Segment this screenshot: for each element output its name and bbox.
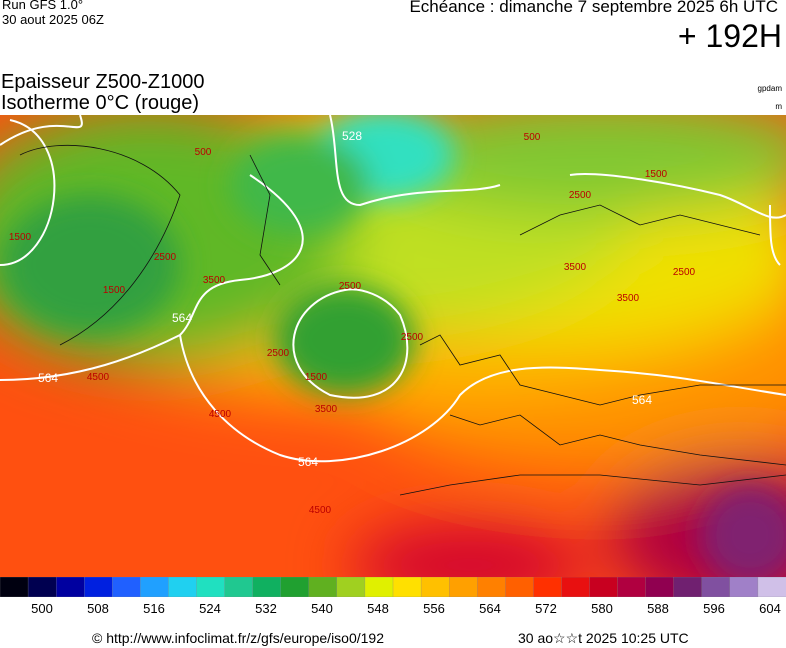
- color-swatch: [224, 577, 254, 597]
- map: 528 564 564 564 564 2500 2500 1500 3500 4500 4500 3…: [0, 115, 786, 577]
- colorbar-labels: 500 508 516 524 532 540 548 556 564 572 580 588 596 6…: [31, 601, 781, 616]
- colorbar-label: 588: [647, 601, 669, 616]
- colorbar-label: 548: [367, 601, 389, 616]
- contour-label: 4500: [87, 372, 110, 383]
- colorbar-label: 540: [311, 601, 333, 616]
- generated: 30 ao☆☆t 2025 10:25 UTC: [518, 630, 689, 646]
- subtitle: Isotherme 0°C (rouge): [1, 92, 200, 114]
- contour-label: 4500: [309, 505, 332, 516]
- colorbar-label: 500: [31, 601, 53, 616]
- run: Run GFS 1.0°: [2, 0, 84, 12]
- color-swatch: [336, 577, 366, 597]
- color-swatch: [196, 577, 226, 597]
- contour-label: 528: [342, 129, 362, 143]
- colorbar-label: 516: [143, 601, 165, 616]
- color-swatch: [84, 577, 113, 597]
- contour-label: 564: [38, 371, 58, 385]
- coastlines: [19, 145, 786, 496]
- color-swatch: [140, 577, 170, 597]
- contours: [0, 115, 786, 463]
- color-swatch: [27, 577, 57, 597]
- colorbar: [0, 577, 786, 597]
- color-swatch: [364, 577, 394, 597]
- contour-label: 564: [298, 455, 318, 469]
- colorbar-label: 532: [255, 601, 277, 616]
- run-date: 30 aout 2025 06Z: [2, 12, 104, 27]
- color-swatch: [589, 577, 619, 597]
- color-swatch: [477, 577, 506, 597]
- color-swatch: [0, 577, 29, 597]
- color-swatch: [252, 577, 282, 597]
- unit: gpdam: [757, 84, 782, 93]
- contour-label: 2500: [569, 190, 592, 201]
- contour-label: 2500: [673, 267, 696, 278]
- title: Epaisseur Z500-Z1000: [1, 71, 205, 93]
- source-url: © http://www.infoclimat.fr/z/gfs/europe/…: [92, 630, 385, 646]
- color-swatch: [308, 577, 338, 597]
- color-swatch: [757, 577, 786, 597]
- colorbar-label: 508: [87, 601, 109, 616]
- colorbar-label: 604: [759, 601, 781, 616]
- color-swatch: [280, 577, 310, 597]
- color-swatch: [561, 577, 591, 597]
- contour-label: 500: [195, 147, 212, 158]
- color-swatch: [729, 577, 759, 597]
- contour-label: 3500: [564, 262, 587, 273]
- contour-labels: 528 564 564 564 564 2500 2500 1500 3500 4500 4500 3…: [9, 129, 696, 516]
- contour-label: 2500: [401, 332, 424, 343]
- color-swatch: [112, 577, 142, 597]
- lead-time: + 192H: [677, 18, 782, 54]
- contour-label: 2500: [267, 348, 290, 359]
- color-swatch: [505, 577, 535, 597]
- color-swatch: [533, 577, 563, 597]
- contour-label: 3500: [203, 275, 226, 286]
- colorbar-label: 564: [479, 601, 501, 616]
- contour-label: 3500: [617, 293, 640, 304]
- forecast: Echéance : dimanche 7 septembre 2025 6h …: [409, 0, 778, 16]
- contour-label: 500: [524, 132, 541, 143]
- colorbar-label: 580: [591, 601, 613, 616]
- color-swatch: [420, 577, 450, 597]
- contour-label: 564: [172, 311, 192, 325]
- color-swatch: [55, 577, 85, 597]
- color-swatch: [673, 577, 703, 597]
- contour-label: 2500: [339, 281, 362, 292]
- unit: m: [775, 102, 782, 111]
- color-swatch: [617, 577, 647, 597]
- color-swatch: [645, 577, 675, 597]
- contour-label: 564: [632, 393, 652, 407]
- colorbar-label: 572: [535, 601, 557, 616]
- contour-label: 1500: [9, 232, 32, 243]
- color-swatch: [168, 577, 198, 597]
- contour-label: 3500: [315, 404, 338, 415]
- contour-label: 2500: [154, 252, 177, 263]
- color-swatch: [701, 577, 731, 597]
- colorbar-label: 596: [703, 601, 725, 616]
- colorbar-label: 556: [423, 601, 445, 616]
- contour-label: 1500: [103, 285, 126, 296]
- color-swatch: [448, 577, 478, 597]
- color-swatch: [392, 577, 422, 597]
- colorbar-label: 524: [199, 601, 221, 616]
- contour-label: 4500: [209, 409, 232, 420]
- contour-label: 1500: [305, 372, 328, 383]
- contour-label: 1500: [645, 169, 668, 180]
